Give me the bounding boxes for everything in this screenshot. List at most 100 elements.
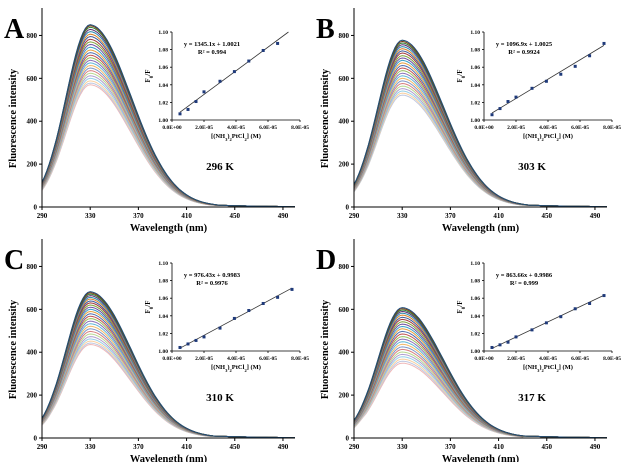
label-part: [(NH [211, 364, 225, 371]
x-tick-label: 290 [37, 443, 48, 451]
spectrum-line [41, 291, 295, 439]
inset-y-tick-label: 1.00 [158, 349, 168, 355]
inset-y-tick-label: 1.02 [470, 100, 480, 106]
inset-x-tick-label: 6.0E-05 [571, 125, 589, 131]
x-tick-label: 410 [493, 212, 504, 220]
data-point [588, 301, 592, 305]
x-tick-label: 330 [397, 212, 408, 220]
data-point [588, 54, 592, 58]
inset-y-axis-title: F0/F [144, 69, 155, 82]
spectrum-line [353, 94, 607, 208]
fit-line [491, 45, 605, 114]
y-tick-label: 400 [27, 118, 38, 126]
inset-chart: 1.00 1.02 1.04 1.06 1.08 1.10 0.0E+00 2.0E-05 4.… [456, 30, 621, 142]
spectra-group [41, 24, 295, 208]
x-tick-label: 450 [542, 443, 553, 451]
r-squared: R² = 0.999 [510, 280, 539, 287]
inset-chart: 1.00 1.02 1.04 1.06 1.08 1.10 0.0E+00 2.0E-05 4.… [144, 30, 309, 142]
x-tick-label: 290 [37, 212, 48, 220]
inset-x-tick-label: 2.0E-05 [507, 125, 525, 131]
x-tick-label: 450 [230, 443, 241, 451]
temperature-label: 296 K [206, 161, 234, 173]
data-point [490, 345, 494, 349]
x-tick-label: 330 [397, 443, 408, 451]
data-point [290, 287, 294, 291]
spectrum-line [353, 92, 607, 208]
y-tick-label: 600 [27, 75, 38, 83]
subscript: 2 [556, 137, 559, 142]
label-part: /F [456, 69, 464, 76]
spectrum-line [353, 362, 607, 439]
spectrum-line [353, 39, 607, 208]
y-tick-label: 800 [27, 32, 38, 40]
y-axis-title: Fluorescence intensity [8, 68, 19, 168]
chart-panel-a: A 0 200 400 600 800 290 330 370 410 450 490 Waveleng… [4, 8, 309, 234]
label-part: F [456, 78, 464, 82]
y-tick-label: 200 [27, 392, 38, 400]
data-point [498, 107, 502, 111]
inset-y-axis-title: F0/F [456, 300, 467, 313]
label-part: F [144, 309, 152, 313]
subscript: 2 [230, 368, 233, 373]
y-tick-label: 0 [346, 435, 350, 443]
inset-y-tick-label: 1.04 [158, 83, 168, 89]
inset-y-tick-label: 1.00 [470, 349, 480, 355]
inset-x-tick-label: 4.0E-05 [539, 125, 557, 131]
x-tick-label: 410 [181, 212, 192, 220]
label-part: /F [456, 300, 464, 307]
x-axis-title: Wavelength (nm) [130, 223, 208, 234]
x-tick-label: 370 [445, 212, 456, 220]
x-tick-label: 290 [349, 443, 360, 451]
data-point [506, 100, 510, 104]
inset-x-tick-label: 2.0E-05 [195, 356, 213, 362]
y-tick-label: 800 [339, 32, 350, 40]
y-axis-title: Fluorescence intensity [320, 299, 331, 399]
fit-line [179, 287, 293, 349]
inset-x-tick-label: 8.0E-05 [603, 125, 621, 131]
y-tick-label: 0 [34, 435, 38, 443]
spectrum-line [41, 82, 295, 208]
inset-x-axis-title: [(NH3)2PtCl2] (M) [523, 364, 573, 373]
inset-y-tick-label: 1.06 [158, 296, 168, 302]
x-axis-title: Wavelength (nm) [130, 454, 208, 462]
inset-y-tick-label: 1.00 [470, 118, 480, 124]
data-point [218, 79, 222, 83]
inset-y-tick-label: 1.02 [470, 331, 480, 337]
data-point [530, 328, 534, 332]
fit-equation: y = 1096.9x + 1.0025 [496, 41, 553, 48]
label-part: ] (M) [559, 364, 573, 371]
y-tick-label: 200 [339, 392, 350, 400]
spectra-group [353, 307, 607, 439]
panel-c: C 0 200 400 600 800 290 330 370 410 450 490 Waveleng… [0, 231, 312, 462]
inset-chart: 1.00 1.02 1.04 1.06 1.08 1.10 0.0E+00 2.0E-05 4.… [456, 261, 621, 373]
inset-x-tick-label: 8.0E-05 [603, 356, 621, 362]
x-tick-label: 330 [85, 443, 96, 451]
inset-x-tick-label: 2.0E-05 [507, 356, 525, 362]
inset-y-tick-label: 1.02 [158, 100, 168, 106]
inset-y-tick-label: 1.08 [158, 48, 168, 54]
subscript: 0 [150, 306, 155, 309]
data-point [602, 41, 606, 45]
label-part: [(NH [523, 364, 537, 371]
panel-label: B [316, 14, 335, 45]
data-point [573, 64, 577, 68]
label-part: ] (M) [559, 133, 573, 140]
x-tick-label: 410 [181, 443, 192, 451]
x-tick-label: 370 [445, 443, 456, 451]
inset-x-tick-label: 6.0E-05 [571, 356, 589, 362]
temperature-label: 303 K [518, 161, 546, 173]
panel-a: A 0 200 400 600 800 290 330 370 410 450 490 Waveleng… [0, 0, 312, 234]
inset-y-tick-label: 1.00 [158, 118, 168, 124]
label-part: ) [227, 133, 229, 140]
data-point [276, 295, 280, 299]
data-point [544, 321, 548, 325]
inset-y-tick-label: 1.06 [470, 296, 480, 302]
data-point [559, 315, 563, 319]
inset-x-tick-label: 0.0E+00 [162, 125, 181, 131]
label-part: [(NH [211, 133, 225, 140]
subscript: 0 [462, 75, 467, 78]
x-tick-label: 370 [133, 212, 144, 220]
label-part: ] (M) [247, 364, 261, 371]
y-axis-title: Fluorescence intensity [8, 299, 19, 399]
fit-equation: y = 976.43x + 0.9983 [184, 272, 241, 279]
